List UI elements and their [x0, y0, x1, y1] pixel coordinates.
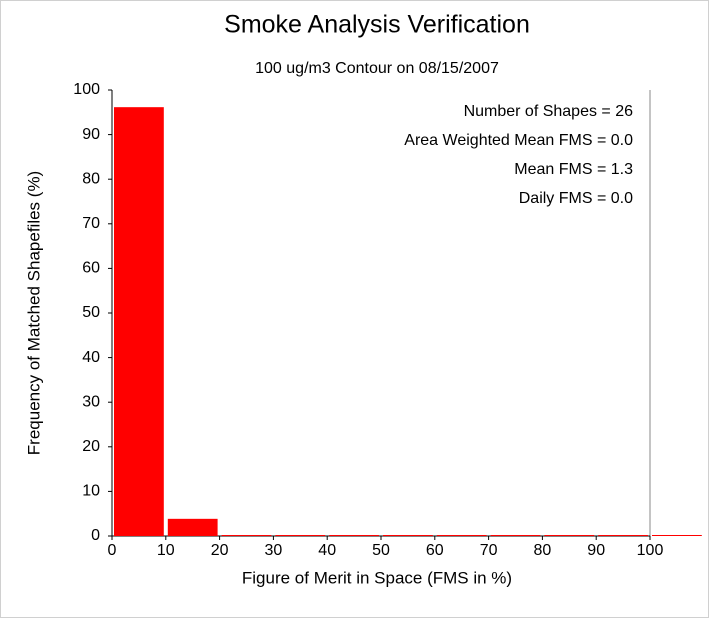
bar	[436, 535, 487, 536]
y-tick-label: 50	[82, 304, 100, 321]
bar	[275, 535, 326, 536]
y-tick-label: 80	[82, 170, 100, 187]
y-tick-label: 70	[82, 215, 100, 232]
x-tick-label: 80	[534, 542, 552, 559]
annotation: Daily FMS = 0.0	[519, 190, 633, 207]
bar	[167, 518, 218, 536]
annotation: Number of Shapes = 26	[464, 103, 634, 120]
x-tick-label: 50	[372, 542, 390, 559]
annotation: Mean FMS = 1.3	[514, 161, 633, 178]
y-tick-label: 10	[82, 483, 100, 500]
x-tick-label: 40	[318, 542, 336, 559]
bar	[652, 535, 702, 536]
y-tick-label: 60	[82, 260, 100, 277]
x-tick-label: 10	[157, 542, 175, 559]
x-tick-label: 0	[108, 542, 117, 559]
annotation: Area Weighted Mean FMS = 0.0	[404, 132, 633, 149]
y-tick-label: 20	[82, 438, 100, 455]
bar	[221, 535, 272, 536]
x-tick-label: 100	[637, 542, 664, 559]
y-tick-label: 30	[82, 393, 100, 410]
y-tick-label: 100	[73, 81, 100, 98]
x-axis-label: Figure of Merit in Space (FMS in %)	[242, 568, 512, 587]
bar	[383, 535, 433, 536]
bar	[544, 535, 595, 536]
x-tick-label: 70	[480, 542, 498, 559]
y-tick-label: 40	[82, 349, 100, 366]
y-tick-label: 90	[82, 126, 100, 143]
bar	[598, 535, 648, 536]
y-axis-label: Frequency of Matched Shapefiles (%)	[24, 171, 43, 455]
bar	[329, 535, 379, 536]
bar	[490, 535, 541, 536]
x-tick-label: 20	[211, 542, 229, 559]
x-tick-label: 30	[265, 542, 283, 559]
chart-subtitle: 100 ug/m3 Contour on 08/15/2007	[255, 60, 499, 77]
x-tick-label: 60	[426, 542, 444, 559]
bar	[114, 107, 164, 537]
x-tick-label: 90	[587, 542, 605, 559]
chart-title: Smoke Analysis Verification	[224, 11, 530, 39]
y-tick-label: 0	[91, 527, 100, 544]
